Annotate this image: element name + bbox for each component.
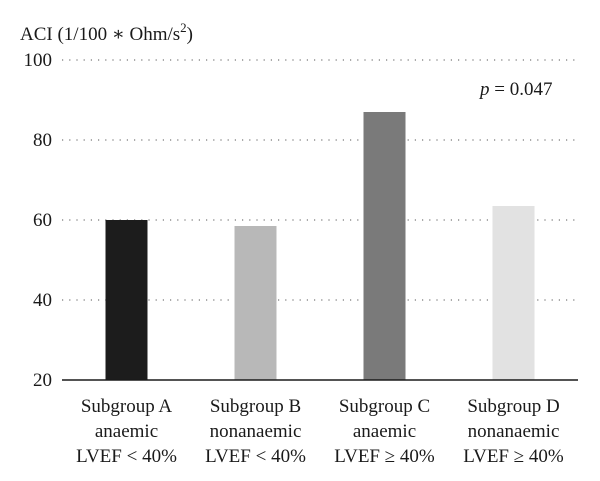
bars <box>105 112 535 380</box>
category-label-line: anaemic <box>95 421 158 442</box>
category-label-line: LVEF < 40% <box>76 446 177 467</box>
category-label-line: anaemic <box>353 421 416 442</box>
p-value-annotation: p = 0.047 <box>478 79 552 100</box>
y-tick-label: 100 <box>24 50 53 71</box>
y-tick-label: 60 <box>33 210 52 231</box>
category-label-line: nonanaemic <box>468 421 560 442</box>
y-tick-label: 20 <box>33 370 52 391</box>
bar-c <box>363 112 406 380</box>
category-label-line: nonanaemic <box>210 421 302 442</box>
category-label-line: Subgroup C <box>339 396 430 417</box>
category-label-line: Subgroup B <box>210 396 301 417</box>
category-label-line: LVEF ≥ 40% <box>463 446 564 467</box>
y-tick-labels: 20 40 60 80 100 <box>24 50 53 391</box>
bar-d <box>492 206 535 380</box>
category-label-line: LVEF < 40% <box>205 446 306 467</box>
bar-b <box>234 226 277 380</box>
bar-a <box>105 220 148 380</box>
y-tick-label: 40 <box>33 290 52 311</box>
category-label-line: LVEF ≥ 40% <box>334 446 435 467</box>
y-tick-label: 80 <box>33 130 52 151</box>
category-label-line: Subgroup A <box>81 396 173 417</box>
category-label-line: Subgroup D <box>467 396 559 417</box>
y-axis-label: ACI (1/100 ∗ Ohm/s2) <box>20 20 193 45</box>
category-labels: Subgroup A anaemic LVEF < 40% Subgroup B non… <box>76 396 564 467</box>
